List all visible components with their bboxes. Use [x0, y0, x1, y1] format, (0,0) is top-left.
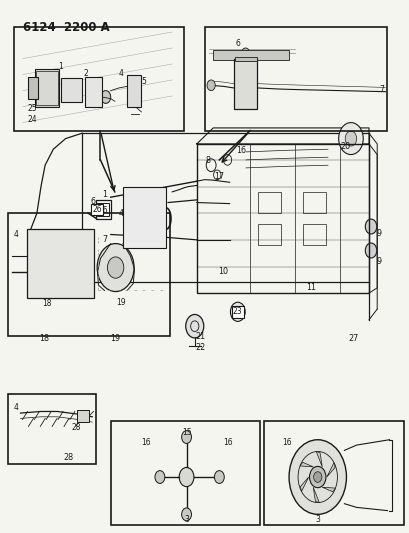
Polygon shape: [300, 477, 308, 491]
Text: 23: 23: [232, 308, 242, 316]
Circle shape: [179, 467, 193, 487]
Bar: [213, 50, 288, 60]
Text: 10: 10: [218, 268, 228, 276]
Circle shape: [207, 80, 215, 91]
Bar: [264, 421, 403, 525]
Text: 7: 7: [102, 236, 107, 244]
Bar: [303, 224, 325, 245]
Circle shape: [241, 48, 249, 59]
Text: 11: 11: [306, 284, 316, 292]
Text: 27: 27: [348, 334, 357, 343]
Circle shape: [181, 431, 191, 443]
Circle shape: [107, 257, 124, 278]
Text: 26: 26: [92, 205, 102, 214]
Bar: [123, 187, 166, 248]
Text: 21: 21: [196, 333, 205, 341]
Text: 4: 4: [119, 69, 124, 78]
Text: 18: 18: [42, 300, 52, 308]
Text: 25: 25: [28, 104, 37, 113]
Bar: [97, 203, 109, 216]
Text: 28: 28: [64, 453, 74, 462]
Text: 26: 26: [99, 206, 108, 215]
Circle shape: [309, 466, 325, 488]
Bar: [204, 27, 387, 131]
Polygon shape: [326, 463, 334, 477]
Bar: [258, 192, 280, 213]
Text: 15: 15: [181, 429, 191, 437]
Circle shape: [101, 91, 110, 103]
Bar: [95, 200, 111, 219]
Circle shape: [344, 131, 356, 146]
Bar: [61, 78, 82, 102]
Text: 1: 1: [102, 190, 107, 199]
Text: 4: 4: [118, 209, 123, 217]
Circle shape: [313, 472, 321, 482]
Polygon shape: [315, 451, 321, 467]
Text: 6: 6: [235, 39, 240, 48]
Text: 18: 18: [39, 334, 49, 343]
Text: 3: 3: [315, 515, 319, 524]
Circle shape: [97, 244, 134, 292]
Text: 16: 16: [222, 438, 232, 447]
Bar: [303, 192, 325, 213]
Bar: [234, 57, 256, 61]
Text: 24: 24: [28, 116, 37, 124]
Bar: [85, 77, 101, 107]
Bar: [258, 224, 280, 245]
Bar: [127, 75, 141, 107]
Circle shape: [288, 440, 346, 514]
Bar: [110, 421, 260, 525]
Bar: [77, 410, 89, 422]
Bar: [196, 144, 368, 293]
Text: 19: 19: [116, 298, 126, 307]
Bar: [35, 69, 59, 107]
Text: 22: 22: [196, 343, 206, 352]
Text: 17: 17: [214, 173, 224, 181]
Circle shape: [338, 123, 362, 155]
Circle shape: [185, 314, 203, 338]
Text: 28: 28: [71, 423, 81, 432]
Text: 16: 16: [281, 438, 291, 447]
Bar: [28, 77, 38, 99]
Polygon shape: [312, 487, 319, 503]
Bar: [27, 229, 94, 298]
Text: 9: 9: [375, 229, 380, 238]
Text: 4: 4: [14, 230, 19, 239]
Bar: [8, 394, 96, 464]
Text: 16: 16: [236, 146, 245, 155]
Text: 2: 2: [83, 69, 88, 78]
Circle shape: [181, 508, 191, 521]
Text: 6124  2200 A: 6124 2200 A: [22, 21, 109, 34]
Text: 20: 20: [339, 142, 349, 151]
Circle shape: [136, 202, 159, 232]
Text: 8: 8: [205, 157, 210, 165]
Polygon shape: [321, 487, 335, 492]
Circle shape: [364, 219, 376, 234]
Text: 3: 3: [184, 515, 189, 524]
Circle shape: [230, 302, 245, 321]
Bar: [8, 213, 170, 336]
Text: 6: 6: [91, 197, 96, 206]
Text: 16: 16: [140, 438, 150, 447]
Circle shape: [155, 471, 164, 483]
Text: 19: 19: [110, 334, 120, 343]
Text: 4: 4: [14, 403, 19, 412]
Bar: [36, 71, 58, 105]
Text: 1: 1: [58, 62, 63, 71]
Bar: [233, 59, 257, 109]
Text: 7: 7: [378, 85, 383, 93]
Circle shape: [214, 471, 224, 483]
Circle shape: [364, 243, 376, 258]
Text: 9: 9: [375, 257, 380, 265]
Bar: [14, 27, 184, 131]
Text: 5: 5: [141, 77, 146, 85]
Polygon shape: [299, 462, 312, 467]
